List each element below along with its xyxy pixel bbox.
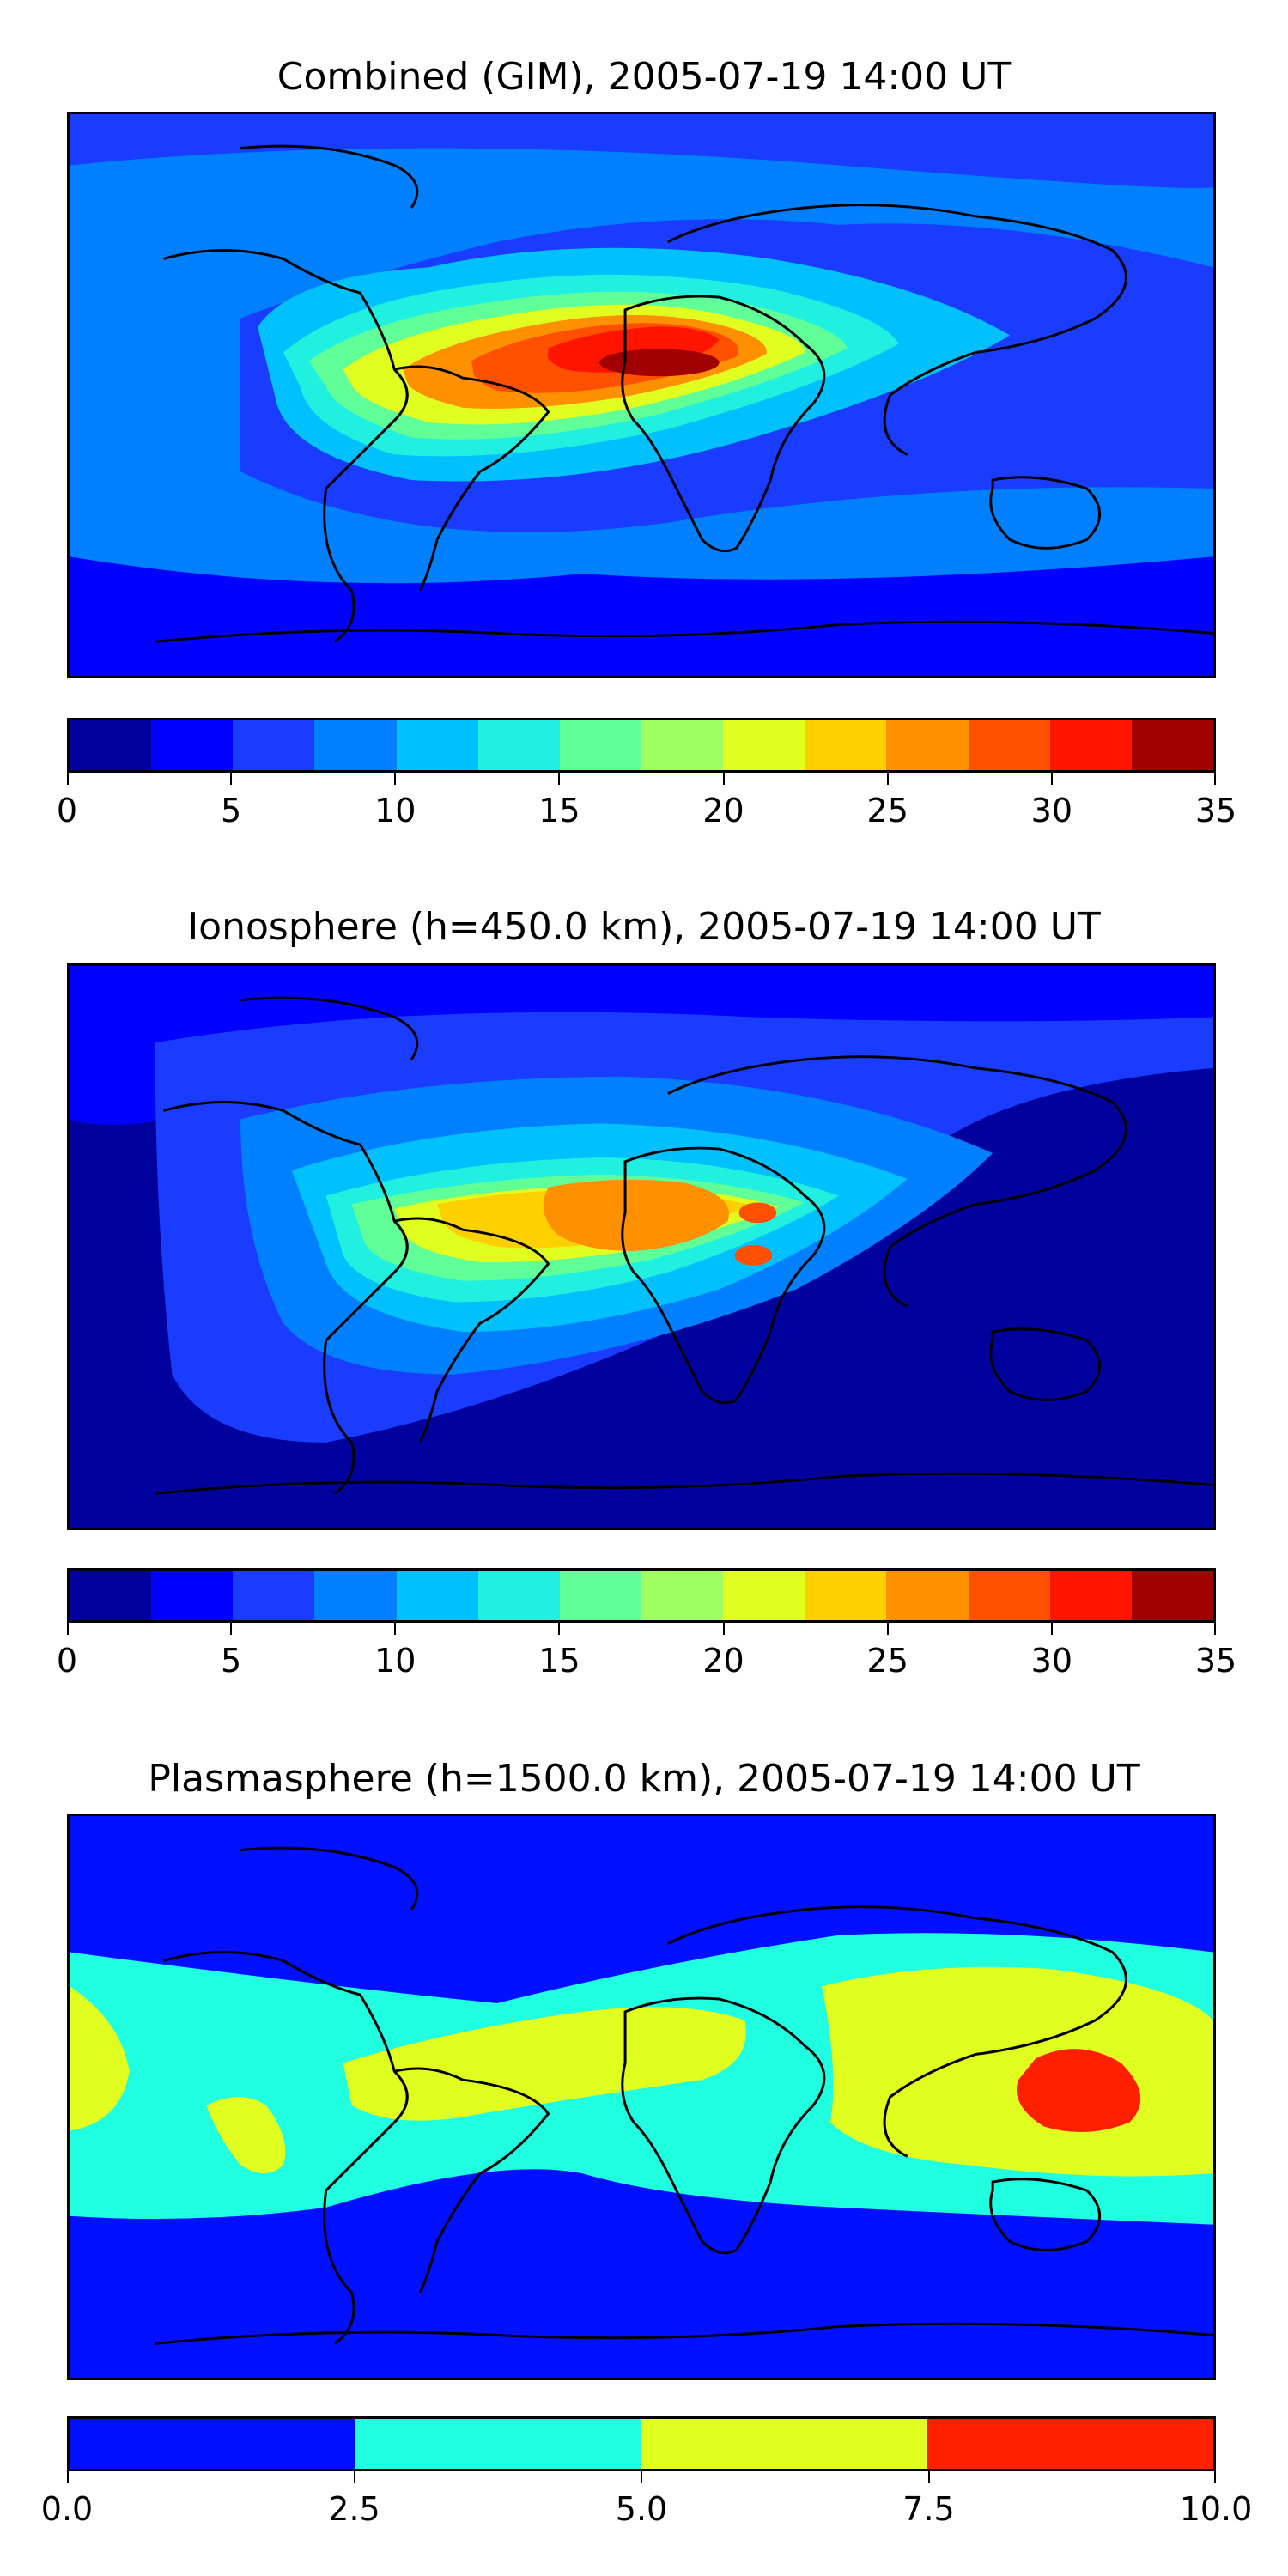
colorbar-segment — [927, 2419, 1213, 2469]
map-2-max-a — [738, 1202, 777, 1224]
colorbar-tick-label: 15 — [538, 1642, 580, 1680]
colorbar-tick-label: 0 — [56, 792, 78, 829]
colorbar-tick — [722, 1623, 725, 1635]
colorbar-tick — [722, 773, 725, 785]
colorbar-segment — [1131, 1571, 1213, 1620]
colorbar-tick — [886, 1623, 889, 1635]
colorbar-tick-label: 10 — [374, 1642, 416, 1680]
colorbar-segment — [1131, 720, 1213, 770]
panel-3-colorbar — [67, 2416, 1216, 2471]
colorbar-segment — [641, 1571, 724, 1620]
colorbar-segment — [968, 720, 1050, 770]
colorbar-tick — [394, 1623, 397, 1635]
colorbar-segment — [968, 1571, 1050, 1620]
colorbar-segment — [70, 720, 152, 770]
colorbar-segment — [1049, 1571, 1132, 1620]
map-2-max-b — [734, 1245, 773, 1266]
colorbar-tick-label: 25 — [866, 1642, 908, 1680]
colorbar-segment — [641, 720, 724, 770]
panel-3-colorbar-ticks: 0.0 2.5 5.0 7.5 10.0 — [41, 2471, 1252, 2528]
colorbar-segment — [477, 1571, 560, 1620]
colorbar-tick-label: 0.0 — [40, 2490, 94, 2528]
colorbar-segment — [151, 720, 234, 770]
colorbar-tick-label: 25 — [866, 792, 908, 829]
colorbar-segment — [886, 720, 969, 770]
colorbar-tick — [927, 2471, 930, 2483]
colorbar-segment — [314, 720, 397, 770]
colorbar-tick-label: 10 — [374, 792, 416, 829]
map-2-coastlines — [155, 996, 1213, 1495]
colorbar-tick-label: 10.0 — [1179, 2490, 1253, 2528]
panel-1-map — [67, 112, 1216, 678]
colorbar-segment — [805, 1571, 887, 1620]
colorbar-segment — [723, 1571, 805, 1620]
colorbar-segment — [805, 720, 887, 770]
colorbar-segment — [886, 1571, 969, 1620]
colorbar-tick — [230, 773, 233, 785]
colorbar-tick-label: 2.5 — [328, 2490, 380, 2528]
colorbar-tick — [1050, 1623, 1053, 1635]
map-2-band-orange — [543, 1179, 729, 1251]
colorbar-segment — [151, 1571, 234, 1620]
colorbar-segment — [396, 1571, 478, 1620]
colorbar-tick-label: 30 — [1030, 792, 1073, 829]
colorbar-segment — [70, 2419, 355, 2469]
panel-2-colorbar-ticks: 0 5 10 15 20 25 30 35 — [57, 1623, 1236, 1680]
colorbar-segment — [723, 720, 805, 770]
map-3-band-yellow-east — [822, 1966, 1213, 2177]
colorbar-segment — [355, 2419, 641, 2469]
colorbar-tick — [1214, 773, 1216, 785]
colorbar-tick — [1050, 773, 1053, 785]
colorbar-tick-label: 5 — [221, 1642, 242, 1680]
map-1-coastlines — [155, 144, 1213, 643]
colorbar-tick-label: 20 — [702, 1642, 744, 1680]
map-1-band-light-blue — [70, 148, 1213, 584]
colorbar-tick-label: 20 — [702, 792, 744, 829]
panel-3-title: Plasmasphere (h=1500.0 km), 2005-07-19 1… — [148, 1757, 1140, 1801]
colorbar-tick — [353, 2471, 355, 2483]
panel-2-title: Ionosphere (h=450.0 km), 2005-07-19 14:0… — [187, 905, 1101, 949]
colorbar-tick — [641, 2471, 642, 2483]
panel-2-colorbar — [67, 1568, 1216, 1623]
map-3-coastlines — [155, 1846, 1213, 2345]
colorbar-tick — [1214, 1623, 1216, 1635]
panel-1-colorbar-ticks: 0 5 10 15 20 25 30 35 — [57, 773, 1236, 829]
colorbar-tick — [558, 773, 561, 785]
map-3-max-red — [1017, 2049, 1141, 2133]
colorbar-segment — [559, 1571, 641, 1620]
colorbar-tick — [230, 1623, 233, 1635]
colorbar-tick-label: 5 — [221, 792, 242, 829]
colorbar-segment — [314, 1571, 397, 1620]
colorbar-segment — [396, 720, 478, 770]
colorbar-segment — [641, 2419, 927, 2469]
colorbar-tick-label: 35 — [1194, 792, 1237, 829]
colorbar-segment — [233, 1571, 315, 1620]
colorbar-segment — [1049, 720, 1132, 770]
panel-1-title: Combined (GIM), 2005-07-19 14:00 UT — [276, 55, 1012, 99]
colorbar-tick-label: 5.0 — [615, 2490, 668, 2528]
panel-2-map — [67, 963, 1216, 1530]
panel-3-map — [67, 1814, 1216, 2380]
colorbar-tick — [67, 2471, 69, 2483]
colorbar-tick — [886, 773, 889, 785]
colorbar-tick-label: 15 — [538, 792, 580, 829]
colorbar-tick — [1214, 2471, 1216, 2483]
colorbar-segment — [559, 720, 641, 770]
map-1-max-darkred — [599, 349, 720, 377]
panel-1-colorbar — [67, 718, 1216, 773]
map-3-band-yellow-west — [70, 1986, 130, 2131]
colorbar-tick — [67, 1623, 69, 1635]
colorbar-tick — [67, 773, 69, 785]
colorbar-tick-label: 35 — [1194, 1642, 1237, 1680]
colorbar-segment — [477, 720, 560, 770]
map-3-band-yellow-center — [343, 2007, 746, 2121]
colorbar-tick-label: 30 — [1030, 1642, 1073, 1680]
map-3-band-yellow-atlantic — [206, 2097, 286, 2174]
colorbar-tick-label: 7.5 — [902, 2490, 955, 2528]
colorbar-tick — [394, 773, 397, 785]
colorbar-tick — [558, 1623, 561, 1635]
colorbar-segment — [233, 720, 315, 770]
colorbar-tick-label: 0 — [56, 1642, 78, 1680]
colorbar-segment — [70, 1571, 152, 1620]
